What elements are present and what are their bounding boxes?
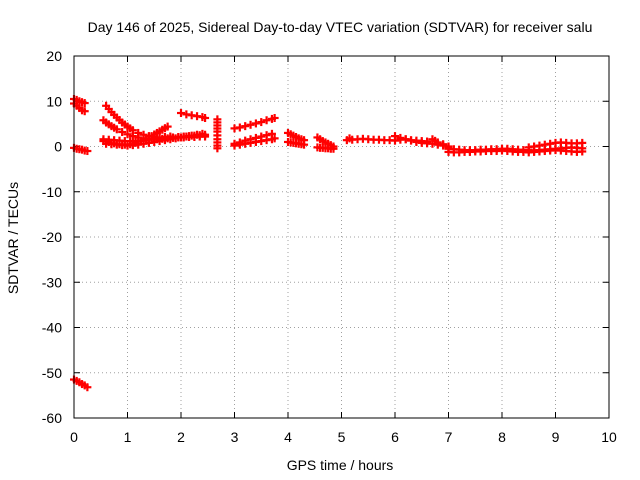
data-point bbox=[213, 144, 222, 153]
series-early-neg bbox=[70, 375, 92, 392]
y-tick-label: -50 bbox=[42, 365, 62, 381]
grid-lines bbox=[74, 56, 609, 418]
x-axis-label: GPS time / hours bbox=[287, 457, 394, 473]
series-seg-7h-b bbox=[444, 146, 587, 157]
plot-frame bbox=[73, 55, 610, 419]
data-point bbox=[251, 119, 260, 128]
series-seg-3h bbox=[230, 113, 279, 133]
x-tick-label: 2 bbox=[177, 429, 185, 445]
x-tick-label: 9 bbox=[552, 429, 560, 445]
y-tick-label: -60 bbox=[42, 410, 62, 426]
x-tick-labels: 0 1 2 3 4 5 6 7 8 9 10 bbox=[70, 429, 617, 445]
series-seg-4.7-b bbox=[313, 143, 338, 153]
data-point bbox=[439, 141, 448, 150]
y-tick-label: -40 bbox=[42, 320, 62, 336]
y-tick-label: -30 bbox=[42, 274, 62, 290]
data-point bbox=[401, 135, 410, 144]
data-point bbox=[391, 132, 399, 141]
data-point bbox=[396, 133, 405, 142]
series-spike-2.7 bbox=[213, 115, 222, 153]
x-tick-label: 4 bbox=[284, 429, 292, 445]
series-seg-4h bbox=[284, 128, 309, 145]
x-tick-label: 7 bbox=[445, 429, 453, 445]
data-point bbox=[201, 130, 210, 139]
data-point bbox=[112, 125, 121, 134]
x-tick-label: 5 bbox=[338, 429, 346, 445]
data-point bbox=[177, 109, 185, 118]
series-seg-8.5 bbox=[524, 138, 587, 152]
series-seg-2h bbox=[177, 109, 210, 122]
series-band-2 bbox=[102, 129, 207, 150]
data-point bbox=[123, 130, 132, 139]
x-tick-label: 6 bbox=[391, 429, 399, 445]
series-early-low bbox=[70, 143, 92, 156]
data-point bbox=[270, 113, 279, 122]
data-point bbox=[241, 122, 250, 131]
y-tick-label: -20 bbox=[42, 229, 62, 245]
y-tick-label: 0 bbox=[54, 139, 62, 155]
y-axis-label: SDTVAR / TECUs bbox=[5, 182, 21, 294]
data-point bbox=[578, 138, 587, 147]
x-tick-label: 0 bbox=[70, 429, 78, 445]
y-tick-label: 10 bbox=[46, 93, 62, 109]
data-point bbox=[262, 116, 271, 125]
data-point bbox=[128, 132, 137, 141]
series-seg-2h-low bbox=[168, 130, 210, 142]
data-point bbox=[83, 147, 92, 156]
data-point bbox=[118, 128, 127, 137]
y-tick-label: -10 bbox=[42, 184, 62, 200]
data-point bbox=[407, 136, 416, 145]
data-point bbox=[246, 120, 255, 129]
chart-title: Day 146 of 2025, Sidereal Day-to-day VTE… bbox=[88, 19, 593, 35]
x-tick-label: 1 bbox=[124, 429, 132, 445]
data-point bbox=[300, 140, 309, 149]
y-tick-label: 20 bbox=[46, 48, 62, 64]
data-point bbox=[578, 147, 587, 156]
series-seg-3h-c bbox=[230, 134, 279, 150]
data-point bbox=[257, 118, 266, 127]
series-seg-6h-b bbox=[391, 132, 453, 152]
data-point bbox=[80, 107, 89, 116]
x-tick-label: 3 bbox=[231, 429, 239, 445]
x-tick-label: 8 bbox=[498, 429, 506, 445]
data-point bbox=[201, 113, 210, 122]
y-tick-labels: 20 10 0 -10 -20 -30 -40 -50 -60 bbox=[42, 48, 62, 426]
data-point bbox=[80, 99, 89, 108]
data-point bbox=[163, 122, 172, 131]
x-tick-label: 10 bbox=[601, 429, 617, 445]
series-early-high-2 bbox=[70, 99, 89, 116]
series-seg-4h-b bbox=[284, 137, 309, 149]
data-point bbox=[329, 144, 338, 153]
data-point bbox=[270, 134, 279, 143]
data-points bbox=[70, 94, 587, 392]
data-point bbox=[83, 383, 92, 392]
data-point bbox=[235, 123, 244, 132]
